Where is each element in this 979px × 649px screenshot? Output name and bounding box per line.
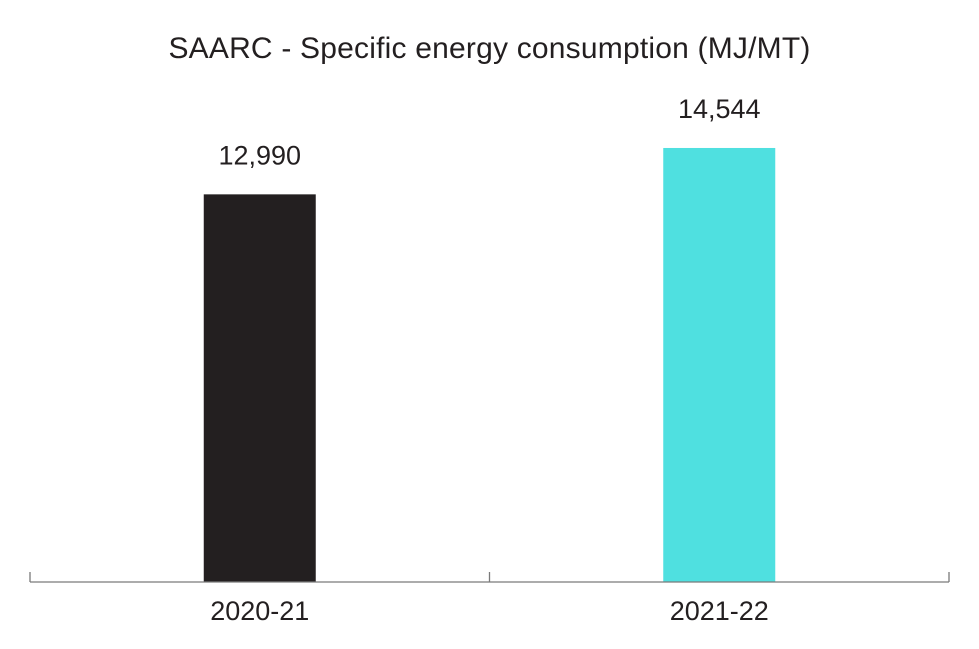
bar-2020-21 <box>203 194 316 582</box>
bar-2021-22 <box>663 147 776 582</box>
x-tick-label-2020-21: 2020-21 <box>210 596 309 626</box>
x-axis <box>29 572 950 583</box>
x-tick-label-2021-22: 2021-22 <box>670 596 769 626</box>
bars-layer <box>203 147 776 582</box>
chart-title: SAARC - Specific energy consumption (MJ/… <box>168 32 811 65</box>
labels-layer: 12,990 2020-21 14,544 2021-22 <box>210 94 769 626</box>
data-label-2021-22: 14,544 <box>678 94 761 124</box>
data-label-2020-21: 12,990 <box>218 140 301 170</box>
